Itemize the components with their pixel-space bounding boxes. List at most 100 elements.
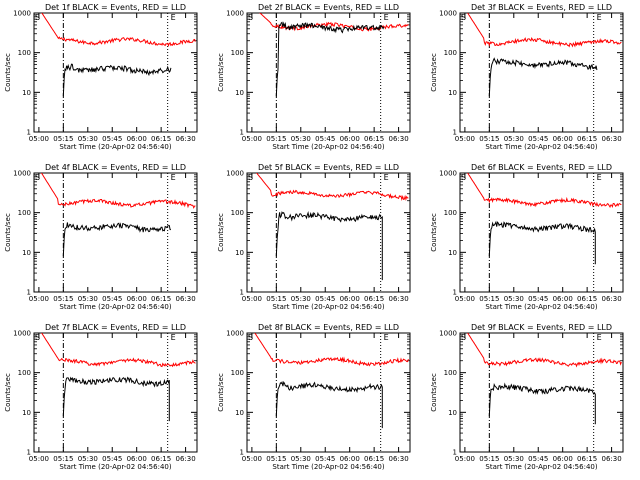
y-tick-label: 100 xyxy=(18,209,31,217)
x-axis-label: Start Time (20-Apr-02 04:56:40) xyxy=(272,303,384,311)
plot-frame xyxy=(459,332,624,453)
panel-title: Det 5f BLACK = Events, RED = LLD xyxy=(258,163,399,172)
series-line-lld xyxy=(255,173,409,202)
x-tick-label: 05:45 xyxy=(102,135,122,143)
y-axis-label: Counts/sec xyxy=(430,373,438,412)
y-tick-label: 10 xyxy=(448,409,457,417)
x-tick-label: 06:30 xyxy=(388,455,408,463)
x-tick-label: 06:00 xyxy=(340,295,360,303)
y-tick-label: 10 xyxy=(22,249,31,257)
y-tick-label: 1000 xyxy=(13,330,31,338)
x-tick-label: 05:30 xyxy=(504,135,524,143)
y-tick-label: 1 xyxy=(453,289,457,297)
x-tick-label: 06:15 xyxy=(364,135,384,143)
end-marker-label: E xyxy=(384,13,389,22)
x-tick-label: 06:15 xyxy=(364,455,384,463)
end-marker-label: E xyxy=(384,333,389,342)
x-tick-label: 05:45 xyxy=(315,135,335,143)
x-tick-label: 05:15 xyxy=(53,455,73,463)
x-tick-label: 06:30 xyxy=(175,135,195,143)
x-tick-label: 06:00 xyxy=(127,455,147,463)
series-line-lld xyxy=(41,13,196,47)
y-tick-label: 1 xyxy=(240,449,244,457)
series-line-events xyxy=(275,380,383,429)
y-axis-label: Counts/sec xyxy=(4,213,12,252)
x-tick-label: 06:30 xyxy=(601,295,621,303)
y-axis-label: Counts/sec xyxy=(217,53,225,92)
y-axis-label: Counts/sec xyxy=(430,53,438,92)
y-tick-label: 1 xyxy=(240,289,244,297)
start-marker-label: S xyxy=(461,13,466,22)
end-marker-label: E xyxy=(597,333,602,342)
x-tick-label: 06:15 xyxy=(577,135,597,143)
x-tick-label: 05:45 xyxy=(102,455,122,463)
y-tick-label: 1 xyxy=(240,129,244,137)
x-tick-label: 06:00 xyxy=(340,135,360,143)
plot-frame xyxy=(33,12,198,133)
plot-frame xyxy=(459,12,624,133)
panel-title: Det 8f BLACK = Events, RED = LLD xyxy=(258,323,399,332)
start-marker-label: S xyxy=(35,333,40,342)
x-tick-label: 06:00 xyxy=(127,135,147,143)
x-tick-label: 05:00 xyxy=(455,295,475,303)
y-tick-label: 100 xyxy=(444,209,457,217)
series-line-lld xyxy=(254,333,409,367)
x-tick-label: 05:15 xyxy=(53,295,73,303)
y-tick-label: 1000 xyxy=(439,10,457,18)
x-tick-label: 06:15 xyxy=(577,455,597,463)
x-tick-label: 05:45 xyxy=(528,295,548,303)
x-tick-label: 06:15 xyxy=(151,455,171,463)
series-line-lld xyxy=(41,333,196,368)
x-tick-label: 06:30 xyxy=(601,455,621,463)
start-marker-label: S xyxy=(461,333,466,342)
y-axis-label: Counts/sec xyxy=(4,53,12,92)
end-marker-label: E xyxy=(171,13,176,22)
panel-title: Det 3f BLACK = Events, RED = LLD xyxy=(471,3,612,12)
start-marker-label: S xyxy=(248,333,253,342)
panel-title: Det 9f BLACK = Events, RED = LLD xyxy=(471,323,612,332)
y-tick-label: 100 xyxy=(231,49,244,57)
series-line-lld xyxy=(40,173,196,209)
y-tick-label: 10 xyxy=(448,249,457,257)
x-tick-label: 05:15 xyxy=(479,455,499,463)
y-tick-label: 100 xyxy=(18,49,31,57)
panel-det-7: Det 7f BLACK = Events, RED = LLD 1 10 100 10… xyxy=(4,323,198,471)
y-tick-label: 1000 xyxy=(13,170,31,178)
start-marker-label: S xyxy=(35,173,40,182)
x-tick-label: 05:45 xyxy=(102,295,122,303)
x-tick-label: 06:00 xyxy=(553,455,573,463)
panel-det-8: Det 8f BLACK = Events, RED = LLD 1 10 100 10… xyxy=(217,323,411,471)
x-tick-label: 05:00 xyxy=(242,295,262,303)
x-tick-label: 06:00 xyxy=(553,295,573,303)
y-tick-label: 1 xyxy=(453,129,457,137)
x-tick-label: 05:00 xyxy=(29,295,49,303)
y-axis-label: Counts/sec xyxy=(217,373,225,412)
series-line-lld xyxy=(467,13,622,48)
series-line-lld xyxy=(467,333,622,368)
x-tick-label: 06:00 xyxy=(553,135,573,143)
end-marker-label: E xyxy=(171,173,176,182)
panel-det-6: Det 6f BLACK = Events, RED = LLD 1 10 100 10… xyxy=(430,163,624,311)
end-marker-label: E xyxy=(384,173,389,182)
panel-det-5: Det 5f BLACK = Events, RED = LLD 1 10 100 10… xyxy=(217,163,411,311)
y-tick-label: 10 xyxy=(235,409,244,417)
panel-title: Det 6f BLACK = Events, RED = LLD xyxy=(471,163,612,172)
panel-title: Det 1f BLACK = Events, RED = LLD xyxy=(45,3,186,12)
x-tick-label: 05:45 xyxy=(315,455,335,463)
x-axis-label: Start Time (20-Apr-02 04:56:40) xyxy=(59,143,171,151)
end-marker-label: E xyxy=(597,13,602,22)
x-axis-label: Start Time (20-Apr-02 04:56:40) xyxy=(485,463,597,471)
panel-det-1: Det 1f BLACK = Events, RED = LLD 1 10 100 10… xyxy=(4,3,198,151)
x-tick-label: 05:00 xyxy=(29,455,49,463)
x-tick-label: 05:30 xyxy=(291,135,311,143)
x-tick-label: 06:30 xyxy=(175,295,195,303)
y-tick-label: 100 xyxy=(231,369,244,377)
series-line-events xyxy=(275,211,383,281)
series-line-events xyxy=(62,376,170,422)
panel-det-4: Det 4f BLACK = Events, RED = LLD 1 10 100 10… xyxy=(4,163,198,311)
x-tick-label: 05:45 xyxy=(528,135,548,143)
plot-frame xyxy=(33,172,198,293)
series-line-events xyxy=(488,220,596,265)
y-tick-label: 100 xyxy=(444,369,457,377)
